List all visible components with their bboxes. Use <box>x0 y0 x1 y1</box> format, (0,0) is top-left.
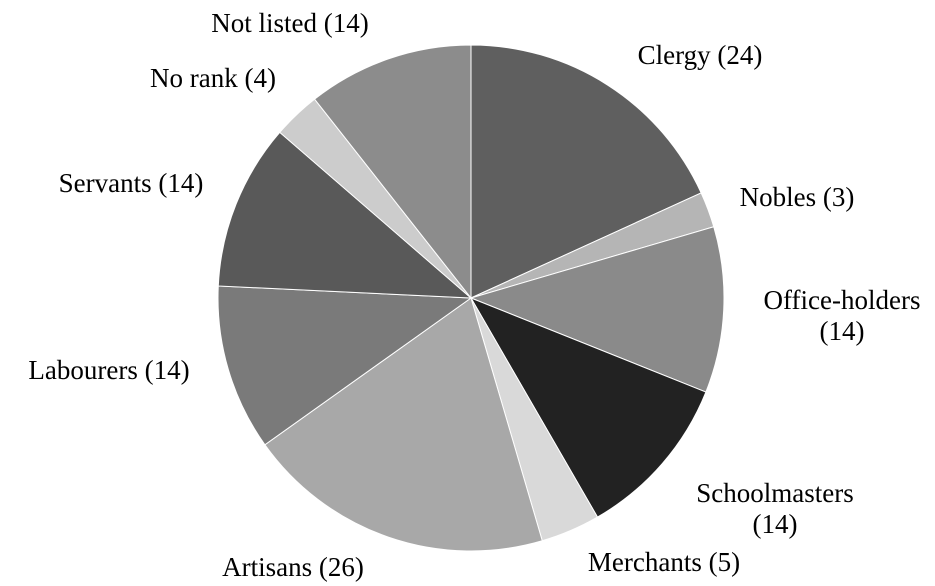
pie-slice-office-holders <box>469 226 725 393</box>
slice-label-line: No rank (4) <box>150 63 276 93</box>
slice-label-no-rank: No rank (4) <box>150 63 276 93</box>
slice-label-line: Artisans (26) <box>222 552 364 582</box>
slice-label-nobles: Nobles (3) <box>740 182 855 212</box>
slice-label-line: Nobles (3) <box>740 182 855 212</box>
slice-label-merchants: Merchants (5) <box>588 547 740 577</box>
slice-label-line: Not listed (14) <box>211 8 368 38</box>
pie-slice-not-listed <box>313 44 472 300</box>
slice-label-line: (14) <box>753 509 798 539</box>
slice-label-not-listed: Not listed (14) <box>211 8 368 38</box>
slice-label-line: Schoolmasters <box>696 478 853 508</box>
pie-slice-labourers <box>217 285 473 446</box>
pie-slices <box>217 44 725 552</box>
pie-slice-artisans <box>264 297 543 552</box>
slice-label-schoolmasters: Schoolmasters (14) <box>696 478 853 539</box>
slice-label-artisans: Artisans (26) <box>222 552 364 582</box>
slice-label-line: Merchants (5) <box>588 547 740 577</box>
slice-label-servants: Servants (14) <box>59 168 204 198</box>
slice-label-line: Clergy (24) <box>638 40 763 70</box>
pie-slice-schoolmasters <box>469 296 707 518</box>
slice-label-line: (14) <box>820 316 865 346</box>
slice-label-line: Labourers (14) <box>28 355 189 385</box>
pie-labels: Clergy (24)Nobles (3)Office-holders (14)S… <box>28 8 920 582</box>
slice-label-office-holders: Office-holders (14) <box>764 285 921 346</box>
pie-slice-servants <box>217 131 473 299</box>
slice-label-labourers: Labourers (14) <box>28 355 189 385</box>
slice-label-clergy: Clergy (24) <box>638 40 763 70</box>
slice-label-line: Office-holders <box>764 285 921 315</box>
slice-label-line: Servants (14) <box>59 168 204 198</box>
pie-slice-clergy <box>470 44 702 299</box>
